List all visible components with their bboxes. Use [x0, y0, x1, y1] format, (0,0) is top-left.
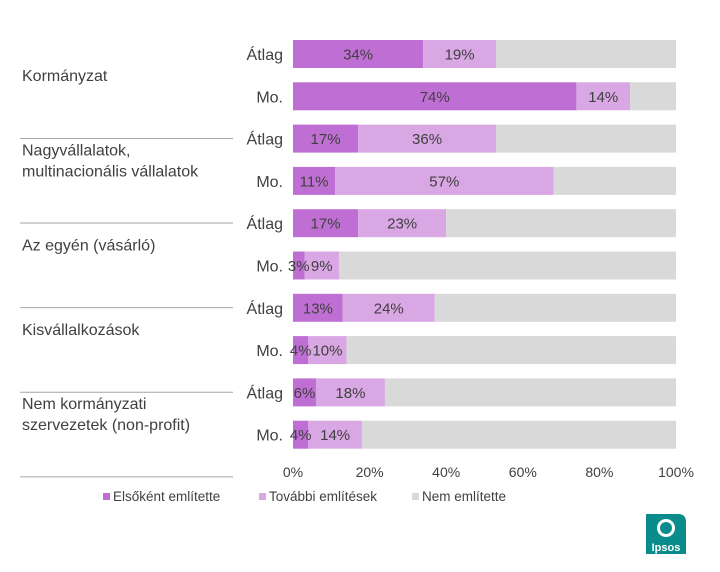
bar-segment [293, 124, 359, 153]
bar-segment [358, 124, 496, 153]
group-label-line: Kormányzat [22, 68, 108, 85]
data-label: 9% [311, 258, 333, 275]
x-tick-label: 100% [658, 464, 694, 480]
group-label-line: Az egyén (vásárló) [22, 237, 155, 254]
data-label: 14% [588, 89, 618, 106]
data-label: 34% [343, 47, 373, 64]
bar-segment [358, 209, 447, 238]
legend-swatch [412, 493, 419, 500]
bar-segment [346, 336, 676, 365]
data-label: 23% [387, 216, 417, 233]
bar-segment [423, 40, 496, 68]
x-tick-label: 80% [585, 464, 613, 480]
data-label: 13% [303, 300, 333, 317]
x-tick-label: 0% [283, 464, 303, 480]
legend-swatch [259, 493, 266, 500]
bar-segment [553, 166, 676, 195]
data-labels: 34% 19% 74% 14% 17% 36% 11% 57% 17% 23% 3% 9% 13% 24%… [288, 47, 618, 445]
x-tick-label: 20% [356, 464, 384, 480]
bar-segment [338, 251, 676, 280]
legend-label: Nem említette [422, 489, 506, 504]
x-tick-label: 60% [509, 464, 537, 480]
bar-segment [446, 209, 676, 238]
bar-segment [495, 40, 676, 68]
data-label: 74% [420, 89, 450, 106]
group-label: Nagyvállalatok, multinacionális vállalato… [22, 142, 199, 180]
group-label: Kisvállalkozások [22, 322, 140, 339]
row-label: Mo. [256, 428, 283, 445]
group-label: Nem kormányzati szervezetek (non-profit) [22, 396, 190, 434]
row-label: Átlag [247, 299, 283, 318]
data-label: 14% [320, 427, 350, 444]
bar-segment [576, 82, 631, 111]
group-labels: Kormányzat Nagyvállalatok, multinacionális… [22, 68, 199, 434]
row-label: Átlag [247, 383, 283, 402]
bar-segment [630, 82, 676, 111]
data-label: 18% [335, 385, 365, 402]
bar-segment [342, 293, 435, 322]
data-label: 4% [290, 343, 312, 360]
data-label: 19% [445, 47, 475, 64]
bar-segment [308, 336, 347, 365]
row-label: Átlag [247, 45, 283, 64]
row-label: Átlag [247, 214, 283, 233]
data-label: 6% [294, 385, 316, 402]
data-label: 24% [374, 300, 404, 317]
data-label: 57% [429, 173, 459, 190]
bar-segment [293, 251, 305, 280]
legend-label: Elsőként említette [113, 489, 220, 504]
bar-segment [304, 251, 339, 280]
group-label-line: Nem kormányzati [22, 396, 146, 413]
legend-label: További említések [269, 489, 377, 504]
x-axis-ticks: 0% 20% 40% 60% 80% 100% [283, 464, 694, 480]
bar-segment [293, 40, 424, 68]
group-label-line: multinacionális vállalatok [22, 163, 199, 180]
bar-segment [293, 336, 309, 365]
group-label: Az egyén (vásárló) [22, 237, 155, 254]
bar-segment [384, 378, 676, 407]
bar-segment [293, 378, 316, 407]
group-label: Kormányzat [22, 68, 108, 85]
bar-segment [293, 82, 577, 111]
group-separators [20, 137, 233, 478]
row-label: Mo. [256, 343, 283, 360]
row-label: Mo. [256, 89, 283, 106]
data-label: 4% [290, 427, 312, 444]
bar-segment [335, 166, 554, 195]
logo-dot [660, 522, 672, 534]
legend-swatch [103, 493, 110, 500]
bar-segment [293, 209, 359, 238]
data-label: 3% [288, 258, 310, 275]
row-label: Mo. [256, 259, 283, 276]
data-label: 17% [311, 131, 341, 148]
bar-segment [293, 166, 336, 195]
logo-text: Ipsos [652, 542, 681, 554]
x-tick-label: 40% [432, 464, 460, 480]
bar-segment [315, 378, 385, 407]
data-label: 17% [311, 216, 341, 233]
ipsos-logo: Ipsos [646, 514, 686, 554]
row-labels: Átlag Mo. Átlag Mo. Átlag Mo. Átlag Mo. Átlag Mo. [247, 45, 283, 445]
group-label-line: szervezetek (non-profit) [22, 417, 190, 434]
bar-segment [434, 293, 676, 322]
data-label: 36% [412, 131, 442, 148]
bar-segment [293, 420, 309, 449]
bar-segment [308, 420, 362, 449]
group-label-line: Kisvállalkozások [22, 322, 140, 339]
data-label: 10% [312, 343, 342, 360]
data-label: 11% [300, 173, 329, 190]
bar-segment [495, 124, 676, 153]
bar-segment [361, 420, 676, 449]
legend: Elsőként említette További említések Nem e… [103, 489, 506, 504]
row-label: Mo. [256, 174, 283, 191]
row-label: Átlag [247, 130, 283, 149]
group-label-line: Nagyvállalatok, [22, 142, 131, 159]
bars [293, 40, 676, 449]
bar-segment [293, 293, 343, 322]
